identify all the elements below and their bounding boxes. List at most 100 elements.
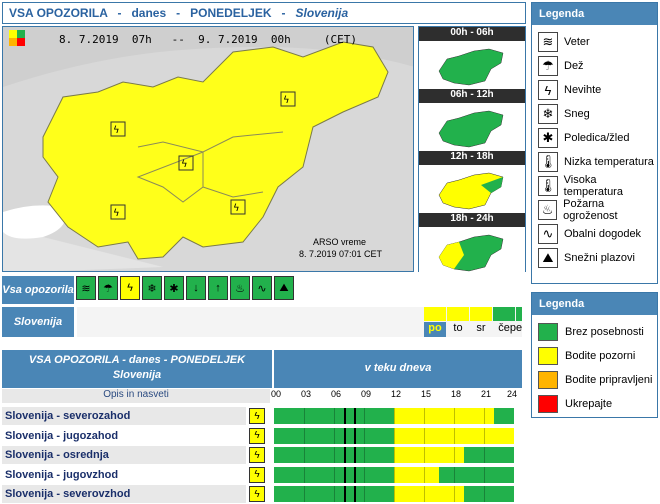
grid-line	[364, 427, 365, 444]
strip-avalanche-icon[interactable]: ⛰	[274, 276, 294, 300]
day-pe[interactable]: pe	[509, 322, 523, 334]
table-title: VSA OPOZORILA - danes - PONEDELJEK	[28, 354, 246, 366]
period-map-4[interactable]	[419, 227, 525, 275]
map-validity: 8. 7.2019 07h -- 9. 7.2019 00h (CET)	[59, 33, 358, 46]
grid-line	[334, 427, 335, 444]
table-row-label[interactable]: Slovenija - osrednja	[2, 446, 246, 464]
grid-line	[484, 408, 485, 424]
grid-line	[364, 408, 365, 424]
hour-label: 09	[360, 389, 371, 399]
current-time-marker	[344, 486, 346, 502]
header-region: Slovenija	[295, 6, 349, 20]
current-time-marker	[344, 427, 346, 444]
day-sr-color[interactable]	[470, 307, 492, 321]
grid-line	[304, 427, 305, 444]
hour-label: 00	[270, 389, 281, 399]
day-to-color[interactable]	[447, 307, 469, 321]
period-map-3[interactable]	[419, 165, 525, 213]
timeline-bar	[274, 427, 520, 444]
timeline-bar	[274, 447, 520, 463]
hour-label: 06	[330, 389, 341, 399]
day-po[interactable]: po	[424, 322, 446, 337]
table-header: VSA OPOZORILA - danes - PONEDELJEK Slove…	[2, 350, 522, 388]
day-po-color[interactable]	[424, 307, 446, 321]
period-map-2[interactable]	[419, 103, 525, 151]
day-ce-color[interactable]	[493, 307, 515, 321]
all-warnings-label[interactable]: Vsa opozorila	[2, 276, 74, 304]
fire-danger-icon: ♨	[538, 200, 558, 220]
rain-icon: ☂	[538, 56, 558, 76]
grid-line	[484, 447, 485, 463]
thunderstorm-icon: ϟ	[249, 486, 265, 502]
table-row-label[interactable]: Slovenija - severovzhod	[2, 485, 246, 503]
current-time-marker	[354, 427, 356, 444]
current-time-marker	[354, 408, 356, 424]
current-time-marker	[344, 466, 346, 483]
day-to[interactable]: to	[453, 322, 463, 334]
avalanche-icon: ⛰	[538, 248, 558, 268]
map-storm-icon-ne: ϟ	[283, 95, 290, 106]
grid-line	[394, 466, 395, 483]
timeline-segment-yellow	[394, 447, 464, 463]
legend-item-wind: ≋ Veter	[538, 31, 590, 53]
strip-fire-icon[interactable]: ♨	[230, 276, 250, 300]
day-ce[interactable]: če	[498, 322, 510, 334]
grid-line	[364, 447, 365, 463]
grid-line	[454, 427, 455, 444]
grid-line	[334, 447, 335, 463]
grid-line	[334, 486, 335, 502]
timeline-bar	[274, 486, 520, 502]
period-title-1: 00h - 06h	[419, 27, 525, 41]
strip-wind-icon[interactable]: ≋	[76, 276, 96, 300]
grid-line	[304, 486, 305, 502]
strip-thunderstorm-icon[interactable]: ϟ	[120, 276, 140, 300]
strip-high-temp-icon[interactable]: ↑	[208, 276, 228, 300]
grid-line	[454, 447, 455, 463]
timeline-segment-yellow	[394, 427, 514, 444]
current-time-marker	[354, 466, 356, 483]
timeline-bar	[274, 466, 520, 483]
grid-line	[454, 408, 455, 424]
period-map-1[interactable]	[419, 41, 525, 89]
grid-line	[304, 466, 305, 483]
period-title-3: 12h - 18h	[419, 151, 525, 165]
strip-snow-icon[interactable]: ❄	[142, 276, 162, 300]
table-row-label[interactable]: Slovenija - jugozahod	[2, 426, 246, 445]
current-time-marker	[344, 408, 346, 424]
table-row-label[interactable]: Slovenija - jugovzhod	[2, 465, 246, 484]
grid-line	[364, 466, 365, 483]
table-row-label[interactable]: Slovenija - severozahod	[2, 407, 246, 425]
low-temp-icon: 🌡	[538, 152, 558, 172]
map-source: ARSO vreme	[313, 237, 367, 247]
thunderstorm-icon: ϟ	[249, 447, 265, 463]
timeline-segment-green	[439, 466, 514, 483]
warning-type-strip: ≋ ☂ ϟ ❄ ✱ ↓ ↑ ♨ ∿ ⛰	[76, 276, 296, 304]
strip-low-temp-icon[interactable]: ↓	[186, 276, 206, 300]
legend-levels-title: Legenda	[532, 293, 657, 315]
map-storm-icon-c: ϟ	[181, 159, 188, 170]
strip-rain-icon[interactable]: ☂	[98, 276, 118, 300]
legend-item-fire-danger: ♨ Požarna ogroženost	[538, 198, 657, 222]
legend-item-low-temp: 🌡 Nizka temperatura	[538, 151, 654, 173]
grid-line	[304, 408, 305, 424]
timeline-segment-green	[274, 408, 394, 424]
grid-line	[334, 466, 335, 483]
strip-ice-icon[interactable]: ✱	[164, 276, 184, 300]
day-pe-color[interactable]	[516, 307, 522, 321]
timeline-segment-green	[464, 447, 514, 463]
grid-line	[394, 447, 395, 463]
grid-line	[394, 408, 395, 424]
table-subtitle: Slovenija	[112, 369, 162, 381]
legend-item-thunderstorm: ϟ Nevihte	[538, 79, 601, 101]
snow-icon: ❄	[538, 104, 558, 124]
timeline-segment-yellow	[394, 466, 439, 483]
slovenia-map: ϟ ϟ ϟ ϟ ϟ	[3, 27, 413, 271]
strip-coastal-icon[interactable]: ∿	[252, 276, 272, 300]
grid-line	[424, 486, 425, 502]
day-sr[interactable]: sr	[476, 322, 486, 334]
warning-map[interactable]: ϟ ϟ ϟ ϟ ϟ 8. 7.2019 07h -- 9. 7.2019 00h…	[2, 26, 414, 272]
header-prefix: VSA OPOZORILA - danes - PONEDELJEK -	[9, 6, 296, 20]
region-label[interactable]: Slovenija	[2, 307, 74, 337]
wind-icon: ≋	[538, 32, 558, 52]
period-title-4: 18h - 24h	[419, 213, 525, 227]
